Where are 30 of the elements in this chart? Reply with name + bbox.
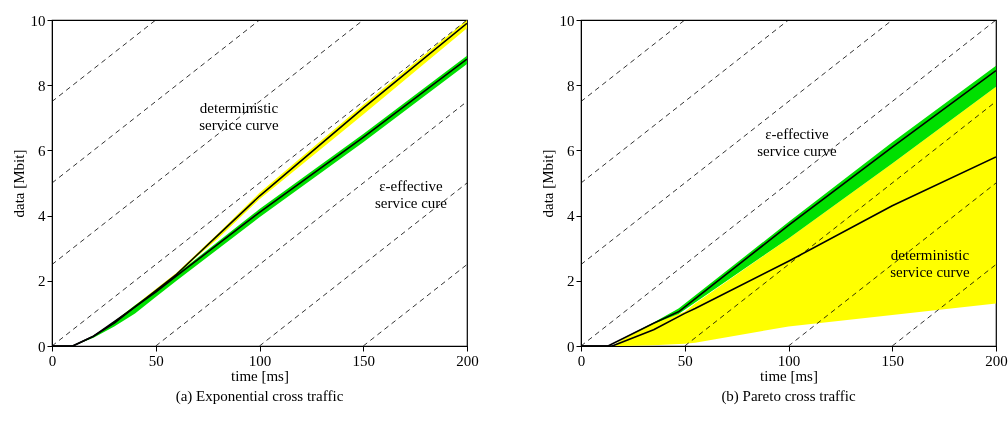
y-tick-label: 10 (559, 12, 575, 29)
x-tick-label: 200 (985, 352, 1008, 369)
y-axis-title: data [Mbit] (539, 149, 556, 218)
y-axis-title: data [Mbit] (10, 149, 27, 218)
y-tick-label: 0 (567, 338, 575, 355)
x-tick-label: 150 (881, 352, 904, 369)
text: (a) Exponential cross traffic (175, 388, 344, 405)
text: (b) Pareto cross traffic (721, 388, 856, 405)
y-tick-label: 10 (30, 12, 46, 29)
y-tick-label: 6 (38, 142, 46, 159)
y-tick-label: 6 (567, 142, 575, 159)
y-tick-label: 2 (38, 273, 46, 290)
x-tick-label: 150 (352, 352, 375, 369)
x-tick-label: 50 (148, 352, 164, 369)
annotation: ε-effective service cure (374, 178, 448, 211)
annotation: ε-effective service curve (757, 126, 838, 159)
y-tick-label: 4 (38, 208, 46, 225)
x-tick-label: 100 (248, 352, 272, 369)
y-tick-label: 4 (567, 208, 575, 225)
x-tick-label: 200 (456, 352, 479, 369)
annotation: deterministic service curve (890, 247, 971, 280)
y-tick-label: 8 (567, 77, 575, 94)
x-axis-title: time [ms] (231, 367, 289, 384)
x-tick-label: 100 (777, 352, 801, 369)
x-tick-label: 50 (677, 352, 693, 369)
y-tick-label: 8 (38, 77, 46, 94)
x-axis-title: time [ms] (760, 367, 818, 384)
annotation: deterministic service curve (199, 100, 280, 133)
y-tick-label: 0 (38, 338, 46, 355)
y-tick-label: 2 (567, 273, 575, 290)
